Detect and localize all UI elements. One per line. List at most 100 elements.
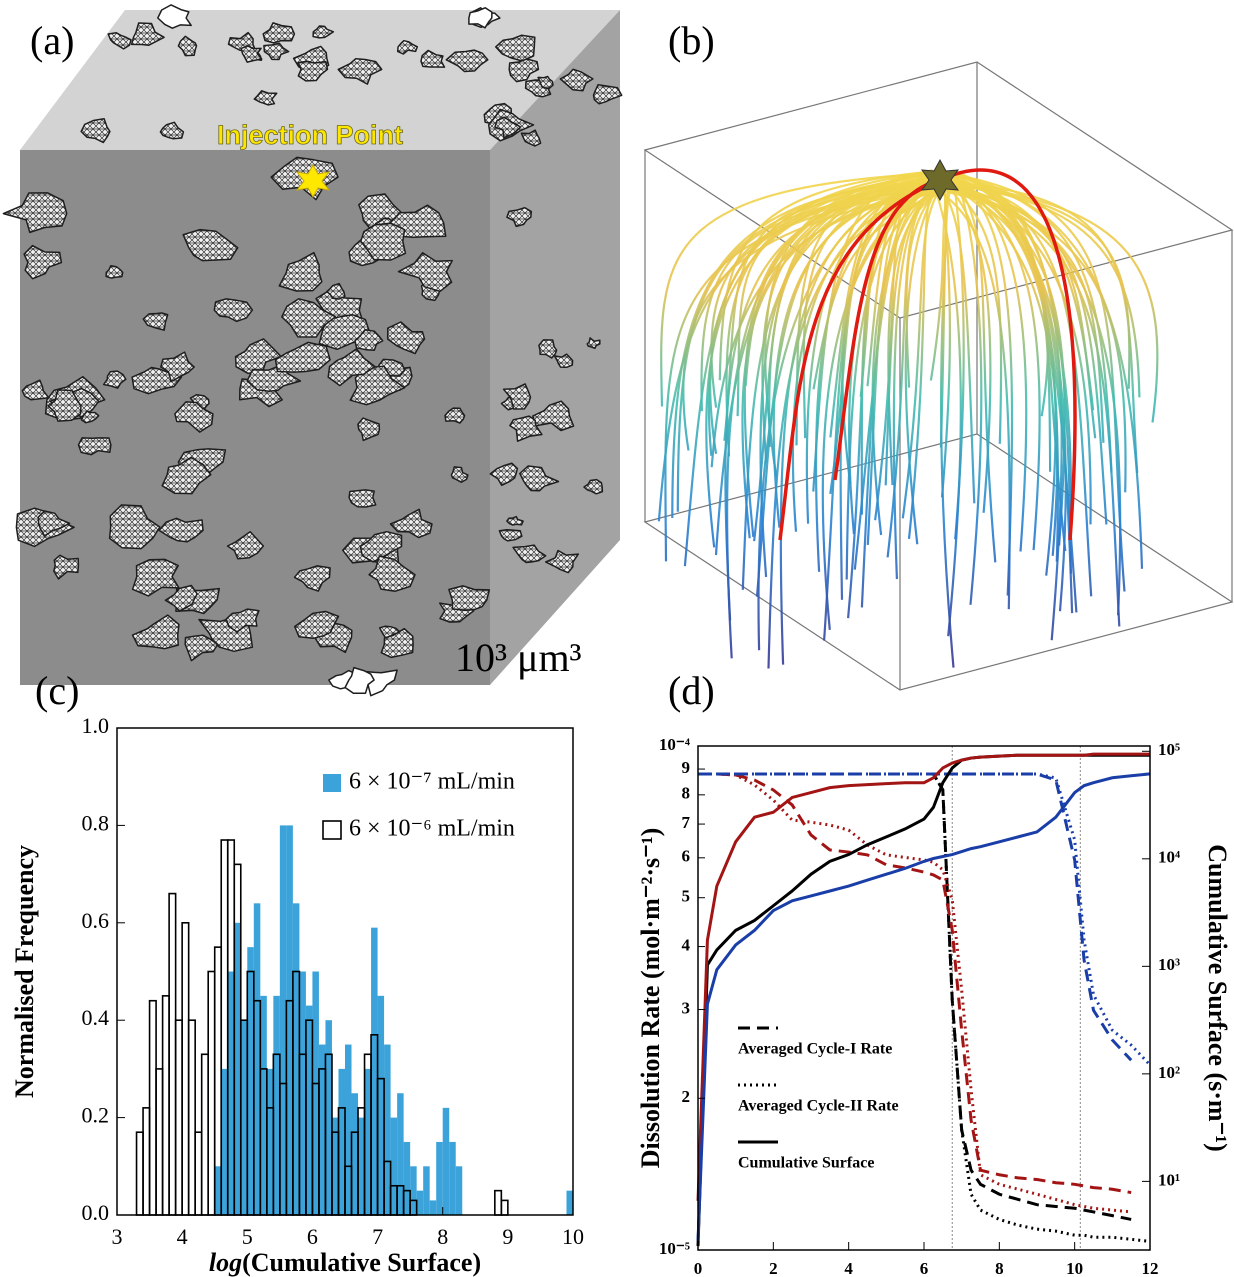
pore [312, 25, 335, 39]
pore [450, 466, 469, 483]
pore [177, 35, 198, 57]
histogram-bar [286, 825, 293, 1215]
streamline [928, 186, 1105, 443]
streamline [676, 182, 949, 512]
pore [327, 348, 376, 387]
streamline [683, 176, 933, 567]
legend-label: Averaged Cycle-I Rate [738, 1041, 892, 1058]
x-tick-label: 5 [242, 1224, 253, 1249]
histogram-bar [331, 1117, 339, 1215]
plot-frame [697, 745, 1151, 1251]
x-tick-label: 2 [769, 1259, 778, 1277]
pore [544, 549, 580, 574]
pore [559, 68, 594, 92]
y-tick-label: 1.0 [82, 713, 110, 738]
pore [489, 462, 519, 487]
pore [2, 192, 68, 234]
y-tick-label: 2 [682, 1087, 691, 1106]
streamline [945, 181, 1049, 417]
pore [53, 554, 80, 580]
histogram-bar [181, 921, 190, 1216]
data-line [698, 772, 1133, 1062]
pore [293, 565, 331, 592]
pore [586, 337, 601, 350]
pore [107, 32, 132, 50]
streamline [725, 169, 940, 457]
streamline [886, 186, 939, 558]
data-line [696, 753, 1150, 1247]
pore [337, 57, 383, 85]
pore [389, 508, 433, 539]
histogram-bar [397, 1093, 404, 1215]
pore [444, 407, 466, 424]
x-tick-label: 4 [177, 1224, 188, 1249]
pore [506, 206, 533, 228]
pore [102, 370, 127, 389]
streamline [884, 187, 934, 486]
pore [184, 634, 219, 662]
histogram-bar [449, 1141, 456, 1215]
pore [368, 555, 416, 592]
histogram-bar [174, 1019, 183, 1216]
histogram-bar [135, 1131, 144, 1216]
pore [498, 528, 523, 542]
histogram-bar [429, 1200, 437, 1215]
pore [174, 401, 214, 433]
pore [520, 129, 542, 147]
pore [226, 531, 265, 560]
pore [274, 341, 331, 373]
panel-label: (b) [668, 18, 715, 63]
histogram-bar [500, 1199, 509, 1216]
x-tick-label: 3 [112, 1224, 123, 1249]
pore [354, 328, 384, 351]
histogram-bar [351, 1093, 359, 1215]
y-tick-label: 7 [682, 813, 691, 832]
pore [23, 244, 63, 280]
y2-tick-label: 10⁵ [1158, 740, 1180, 759]
histogram-bar [266, 1068, 274, 1215]
pore [164, 584, 198, 612]
histogram-bar [292, 903, 300, 1215]
histogram-bar [325, 1020, 332, 1215]
pore [326, 282, 346, 300]
y-tick-label: 9 [682, 758, 691, 777]
pore [108, 504, 161, 550]
x-tick-label: 9 [502, 1224, 513, 1249]
histogram-bar [187, 1019, 196, 1216]
pore [77, 437, 112, 456]
pore [161, 456, 212, 495]
histogram-bar [377, 995, 385, 1215]
pore [225, 608, 260, 633]
streamline [928, 184, 1011, 610]
streamline [946, 170, 1067, 612]
x-tick-label: 10 [1066, 1259, 1083, 1277]
legend-label: Averaged Cycle-II Rate [738, 1098, 899, 1115]
pore [397, 252, 453, 293]
data-line [696, 772, 1151, 1241]
histogram-bar [345, 1044, 352, 1215]
streamline [664, 186, 942, 562]
x-tick-label: 12 [1142, 1259, 1159, 1277]
pore [509, 415, 543, 442]
legend-label: Cumulative Surface [738, 1155, 874, 1172]
histogram-bar [155, 1068, 164, 1216]
pore [448, 585, 491, 612]
histogram-bar [260, 995, 267, 1215]
pore [80, 410, 100, 424]
pore [182, 228, 239, 262]
y2-tick-label: 10¹ [1158, 1170, 1180, 1189]
streamline [948, 175, 997, 563]
legend-swatch [322, 820, 342, 840]
legend-swatch [323, 774, 341, 792]
legend-label: 6 × 10⁻⁶ mL/min [349, 816, 515, 842]
annotation: Injection Point [217, 120, 403, 150]
y2-tick-label: 10⁴ [1158, 848, 1180, 867]
histogram-bar [410, 1166, 417, 1215]
injection-star [295, 163, 331, 199]
injection-star [920, 158, 960, 202]
pore [468, 7, 493, 29]
pore [281, 298, 337, 338]
y-tick-label: 0.6 [82, 908, 110, 933]
pore [157, 4, 192, 29]
streamline [926, 180, 1131, 389]
